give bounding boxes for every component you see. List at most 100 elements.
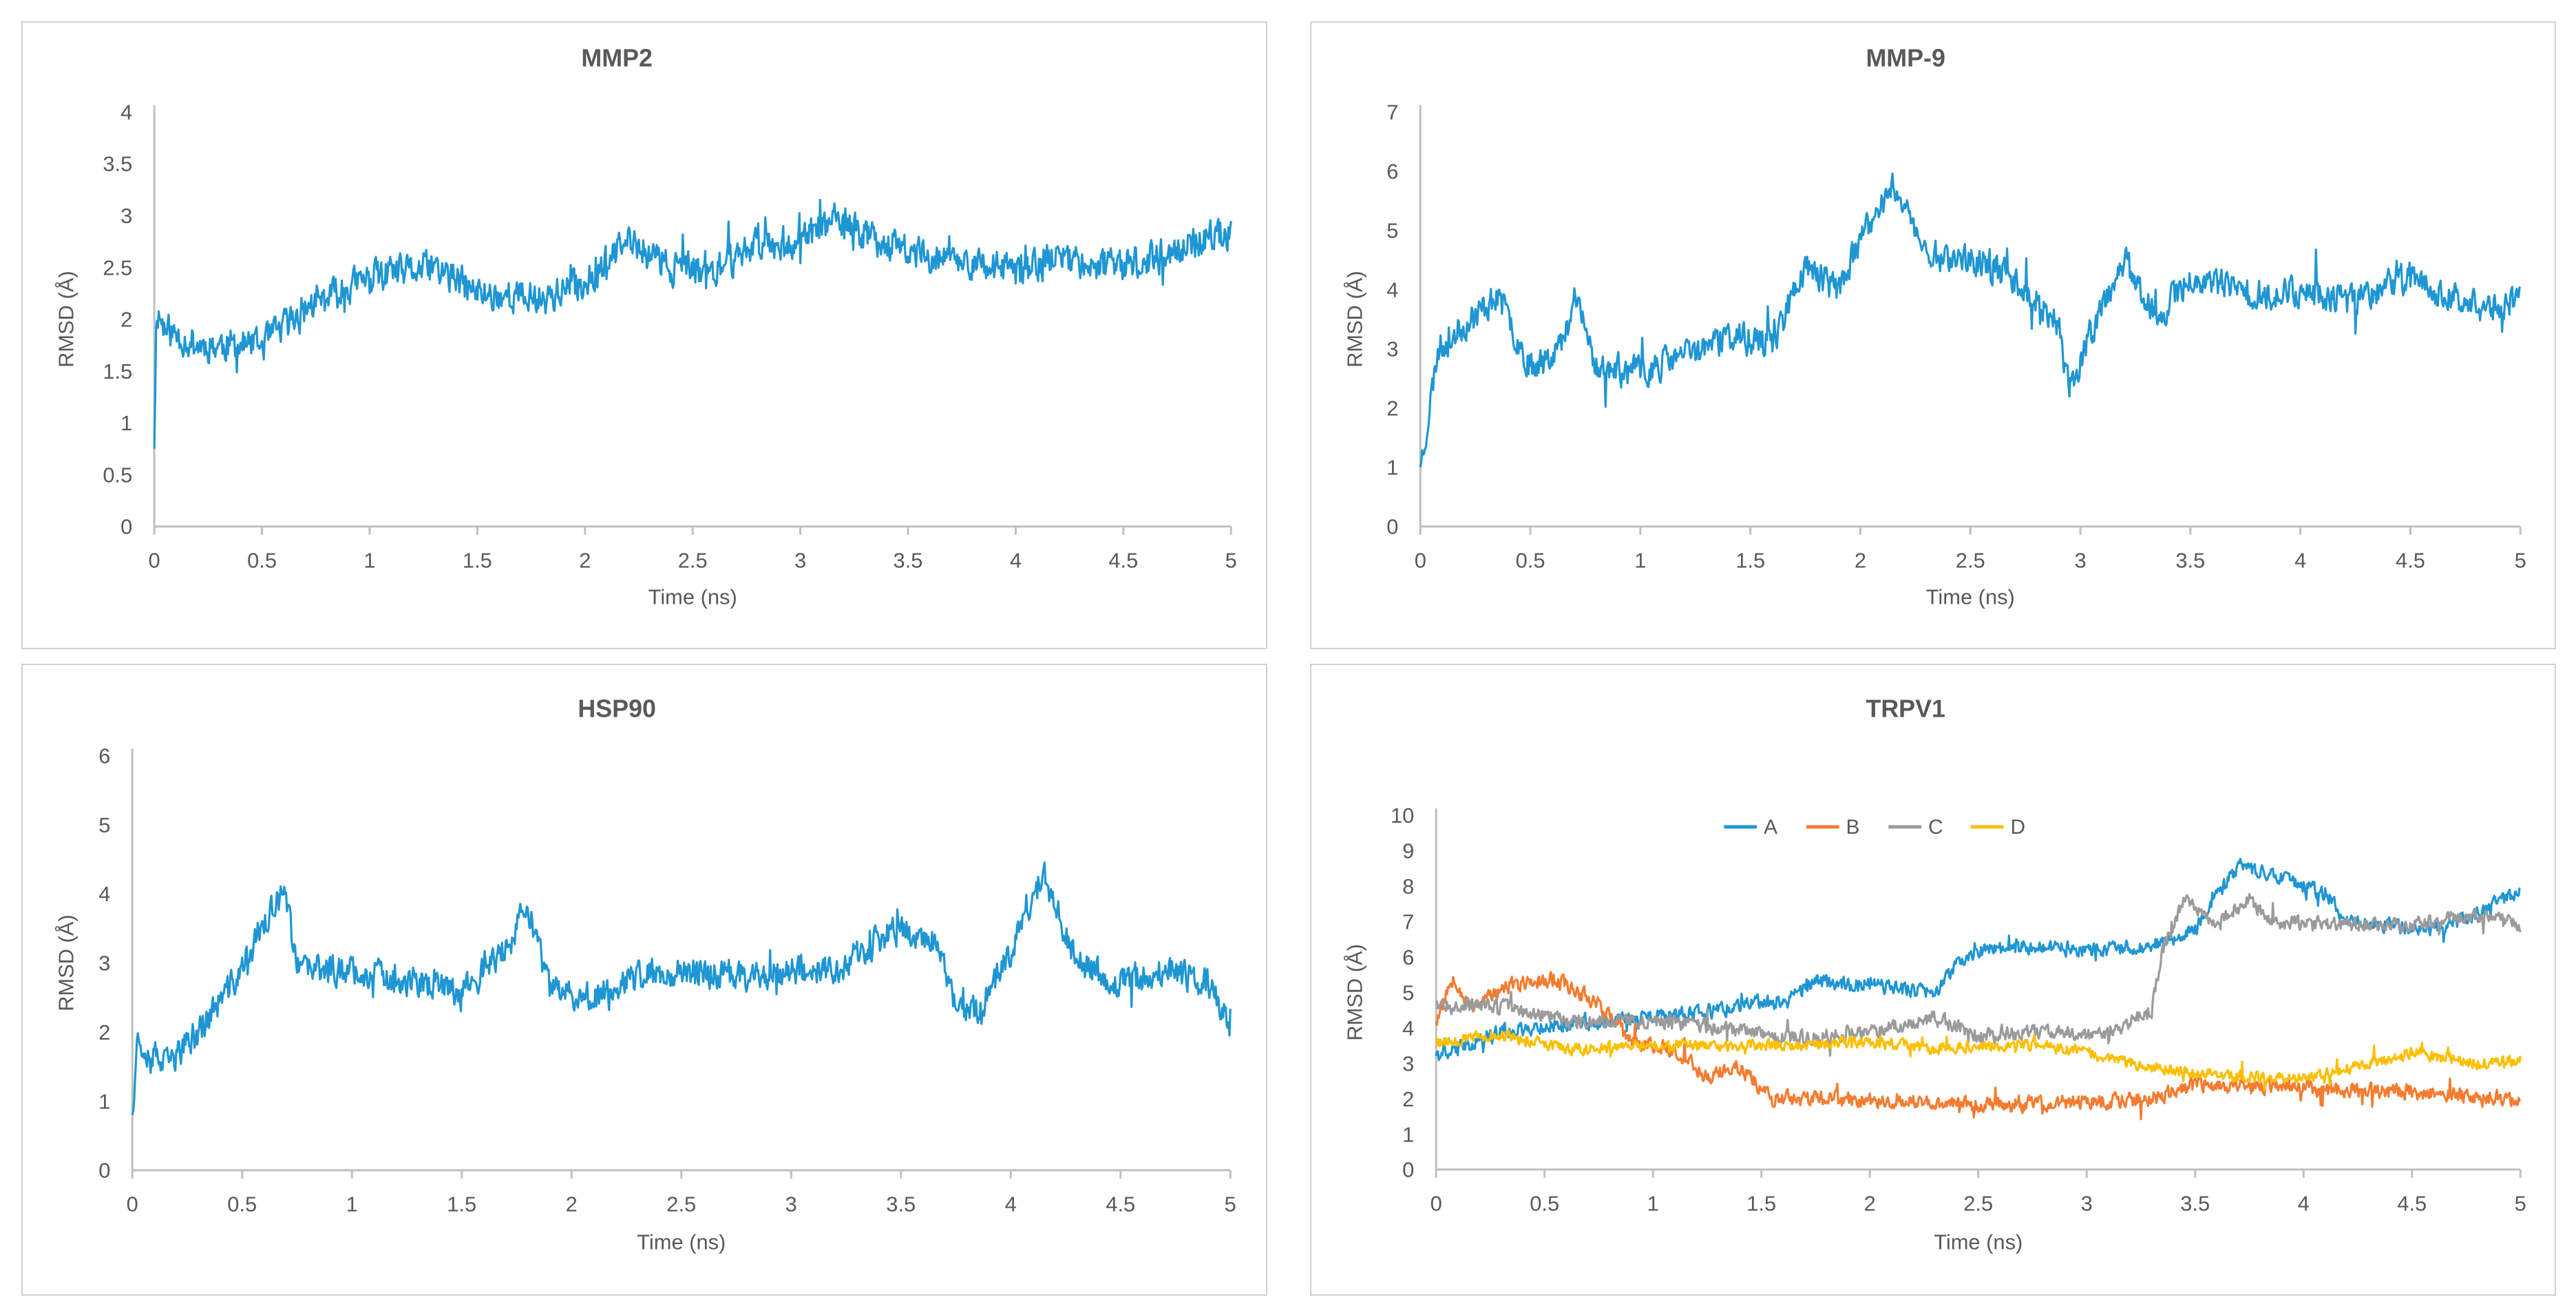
x-axis-label: Time (ns) <box>648 585 737 609</box>
x-tick-label: 2.5 <box>678 549 708 573</box>
y-tick-label: 1 <box>1386 456 1398 480</box>
legend-label-a: A <box>1764 816 1777 839</box>
y-tick-label: 3 <box>120 204 132 228</box>
series-line-c <box>1435 892 2522 1057</box>
x-tick-label: 0.5 <box>1530 1192 1559 1216</box>
x-tick-label: 5 <box>1225 1192 1236 1217</box>
x-tick-label: 2.5 <box>666 1192 696 1217</box>
x-tick-label: 4 <box>1005 1192 1017 1217</box>
x-tick-label: 0.5 <box>227 1192 257 1217</box>
x-tick-label: 1 <box>363 549 375 573</box>
x-tick-label: 3.5 <box>886 1192 916 1217</box>
chart-panel-mmp2: MMP2 0 0.5 1 1.5 2 2.5 3 3.5 4 0 0.5 1 1.5 2 2.5 3 3.5 4 4.… <box>21 21 1267 649</box>
x-tick-label: 4 <box>2294 549 2306 573</box>
x-tick-label: 2 <box>566 1192 578 1217</box>
series-line-rmsd <box>1419 172 2522 468</box>
y-tick-label: 0 <box>1386 515 1398 539</box>
x-tick-label: 1.5 <box>1746 1192 1776 1216</box>
legend-label-d: D <box>2011 816 2026 839</box>
y-tick-label: 0 <box>98 1159 110 1183</box>
legend-label-c: C <box>1928 816 1943 839</box>
y-axis-label: RMSD (Å) <box>1343 944 1367 1041</box>
x-tick-label: 3.5 <box>2175 549 2205 573</box>
y-tick-label: 4 <box>98 882 110 906</box>
chart-svg: MMP2 0 0.5 1 1.5 2 2.5 3 3.5 4 0 0.5 1 1.5 2 2.5 3 3.5 4 4.… <box>54 45 1237 609</box>
y-tick-label: 10 <box>1391 803 1414 828</box>
chart-svg: MMP-9 0 1 2 3 4 5 6 7 0 0.5 1 1.5 2 2.5 3 3.5 4 4.5 5 Time (… <box>1343 45 2526 609</box>
x-tick-label: 5 <box>2515 1192 2526 1216</box>
x-tick-label: 2.5 <box>1963 1192 1993 1216</box>
y-tick-label: 1 <box>98 1089 110 1113</box>
x-tick-label: 0 <box>127 1192 138 1217</box>
x-axis-label: Time (ns) <box>637 1230 726 1254</box>
y-axis-label: RMSD (Å) <box>1343 271 1367 368</box>
x-tick-label: 3.5 <box>2180 1192 2210 1216</box>
y-tick-label: 3.5 <box>103 152 132 176</box>
y-tick-label: 4 <box>120 100 132 124</box>
x-tick-label: 3.5 <box>894 549 923 573</box>
y-tick-label: 1.5 <box>103 359 132 383</box>
x-tick-label: 1 <box>1647 1192 1659 1216</box>
chart-title: MMP2 <box>581 45 653 72</box>
x-tick-label: 5 <box>1225 549 1237 573</box>
chart-panel-mmp9: MMP-9 0 1 2 3 4 5 6 7 0 0.5 1 1.5 2 2.5 3 3.5 4 4.5 5 Time (… <box>1310 21 2556 649</box>
x-axis-label: Time (ns) <box>1926 585 2015 609</box>
x-tick-label: 4.5 <box>1106 1192 1135 1217</box>
x-tick-label: 1.5 <box>463 549 492 573</box>
chart-title: HSP90 <box>578 695 656 723</box>
x-tick-label: 0 <box>1415 549 1426 573</box>
y-tick-label: 2 <box>98 1020 110 1044</box>
x-tick-label: 3 <box>2074 549 2086 573</box>
y-tick-label: 0 <box>120 515 132 539</box>
y-tick-label: 1 <box>120 411 132 435</box>
x-tick-label: 4.5 <box>1108 549 1138 573</box>
y-tick-label: 2 <box>1402 1087 1414 1111</box>
y-tick-label: 6 <box>98 744 110 768</box>
y-tick-label: 4 <box>1386 278 1398 302</box>
chart-title: MMP-9 <box>1866 45 1945 72</box>
x-tick-label: 3 <box>794 549 806 573</box>
x-tick-label: 1.5 <box>1735 549 1765 573</box>
x-tick-label: 2 <box>1864 1192 1876 1216</box>
legend-label-b: B <box>1846 816 1860 839</box>
series-line-a <box>1435 857 2522 1062</box>
chart-title: TRPV1 <box>1866 695 1945 723</box>
x-tick-label: 2 <box>1855 549 1866 573</box>
y-tick-label: 5 <box>98 813 110 837</box>
y-tick-label: 8 <box>1402 874 1414 898</box>
y-tick-label: 3 <box>98 951 110 976</box>
y-tick-label: 4 <box>1402 1016 1414 1040</box>
x-tick-label: 2.5 <box>1956 549 1985 573</box>
x-tick-label: 4.5 <box>2397 1192 2427 1216</box>
x-tick-label: 0.5 <box>1516 549 1545 573</box>
x-tick-label: 0.5 <box>247 549 277 573</box>
y-tick-label: 5 <box>1402 980 1414 1004</box>
y-tick-label: 7 <box>1402 909 1414 934</box>
y-tick-label: 2 <box>120 308 132 332</box>
x-tick-label: 2 <box>579 549 591 573</box>
y-tick-label: 2.5 <box>103 255 132 280</box>
x-tick-label: 4 <box>2298 1192 2310 1216</box>
series-line-rmsd <box>131 861 1232 1115</box>
y-tick-label: 7 <box>1386 100 1398 124</box>
chart-panel-trpv1: TRPV1 0 1 2 3 4 5 6 7 8 9 10 0 0.5 1 1.5 2 2.5 3 3.5 4 4.5 5 Ti… <box>1310 664 2556 1296</box>
x-tick-label: 0 <box>1430 1192 1442 1216</box>
y-tick-label: 6 <box>1402 945 1414 969</box>
x-tick-label: 4 <box>1010 549 1022 573</box>
chart-panel-hsp90: HSP90 0 1 2 3 4 5 6 0 0.5 1 1.5 2 2.5 3 3.5 4 4.5 5 Time (n… <box>21 664 1267 1296</box>
chart-svg: TRPV1 0 1 2 3 4 5 6 7 8 9 10 0 0.5 1 1.5 2 2.5 3 3.5 4 4.5 5 Ti… <box>1343 695 2526 1254</box>
chart-svg: HSP90 0 1 2 3 4 5 6 0 0.5 1 1.5 2 2.5 3 3.5 4 4.5 5 Time (n… <box>54 695 1236 1254</box>
x-tick-label: 3 <box>2081 1192 2093 1216</box>
y-tick-label: 5 <box>1386 218 1398 242</box>
x-tick-label: 5 <box>2515 549 2526 573</box>
x-tick-label: 3 <box>785 1192 797 1217</box>
y-tick-label: 0.5 <box>103 463 132 487</box>
y-tick-label: 0 <box>1402 1158 1414 1182</box>
y-tick-label: 3 <box>1402 1051 1414 1075</box>
y-tick-label: 9 <box>1402 839 1414 863</box>
series-line-d <box>1435 1029 2522 1092</box>
x-tick-label: 1.5 <box>447 1192 476 1217</box>
x-axis-label: Time (ns) <box>1934 1230 2023 1254</box>
y-axis-label: RMSD (Å) <box>54 914 78 1011</box>
series-line-rmsd <box>153 198 1232 449</box>
